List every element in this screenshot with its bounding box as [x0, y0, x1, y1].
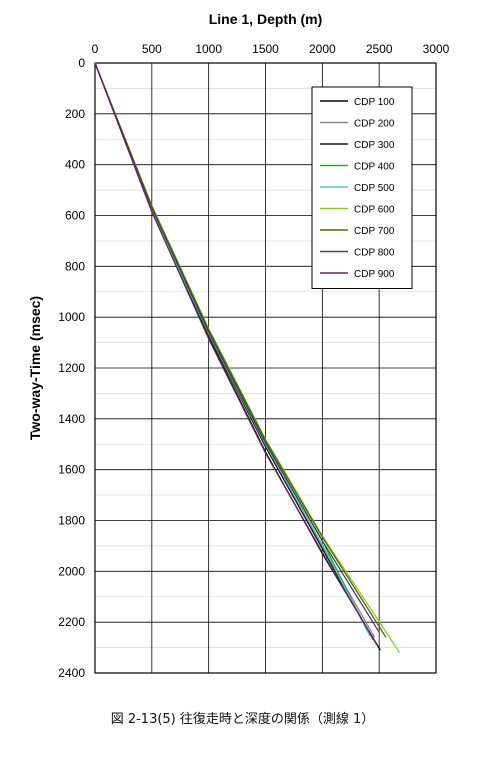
series-line — [94, 62, 378, 646]
y-tick-label: 200 — [65, 107, 85, 121]
legend-label: CDP 700 — [354, 226, 395, 237]
y-tick-label: 1800 — [58, 514, 85, 528]
y-tick-label: 0 — [78, 56, 85, 70]
y-tick-label: 2200 — [58, 615, 85, 629]
y-tick-label: 1200 — [58, 361, 85, 375]
y-tick-label: 2400 — [58, 666, 85, 680]
legend-label: CDP 800 — [354, 248, 395, 259]
legend-label: CDP 400 — [354, 162, 395, 173]
y-tick-label: 800 — [65, 259, 85, 273]
series-line — [94, 62, 380, 633]
y-tick-label: 2000 — [58, 564, 85, 578]
y-tick-label: 400 — [65, 158, 85, 172]
legend-label: CDP 200 — [354, 119, 395, 130]
x-axis-title: Line 1, Depth (m) — [209, 11, 323, 27]
y-tick-label: 1600 — [58, 463, 85, 477]
chart-svg: 0 500 1000 1500 2000 2500 3000 0 200 400 600 800 100… — [27, 11, 450, 680]
legend-label: CDP 600 — [354, 205, 395, 216]
plot-frame — [94, 62, 437, 674]
x-tick-label: 3000 — [423, 42, 450, 56]
y-tick-label: 1000 — [58, 310, 85, 324]
y-axis-title: Two-way-Time (msec) — [27, 296, 43, 440]
legend-label: CDP 500 — [354, 183, 395, 194]
x-tick-label: 2500 — [366, 42, 393, 56]
x-tick-label: 1000 — [195, 42, 222, 56]
x-tick-label: 2000 — [309, 42, 336, 56]
x-tick-label: 500 — [142, 42, 162, 56]
legend-label: CDP 300 — [354, 140, 395, 151]
y-tick-label: 1400 — [58, 412, 85, 426]
legend-label: CDP 100 — [354, 97, 395, 108]
figure-caption: 図 2-13(5) 往復走時と深度の関係（測線 1） — [110, 712, 375, 727]
x-tick-label: 0 — [92, 42, 99, 56]
y-tick-label: 600 — [65, 209, 85, 223]
x-tick-label: 1500 — [252, 42, 279, 56]
legend-label: CDP 900 — [354, 269, 395, 280]
